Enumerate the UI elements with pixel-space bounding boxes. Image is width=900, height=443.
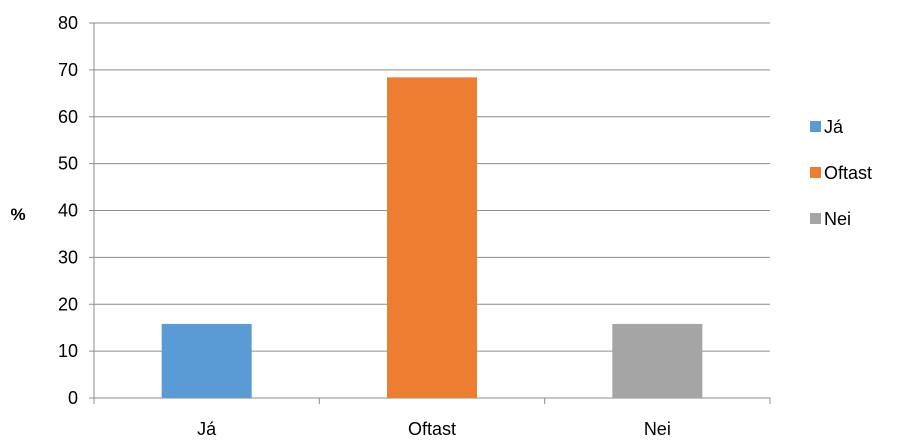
y-tick-label: 40 bbox=[58, 201, 78, 221]
y-tick-label: 50 bbox=[58, 154, 78, 174]
y-tick-label: 60 bbox=[58, 107, 78, 127]
y-tick-label: 70 bbox=[58, 60, 78, 80]
bar-já bbox=[161, 323, 252, 398]
bar-nei bbox=[612, 323, 703, 398]
y-tick-label: 0 bbox=[68, 388, 78, 408]
y-tick-label: 20 bbox=[58, 294, 78, 314]
legend: Já Oftast Nei bbox=[810, 117, 872, 229]
y-tick-labels: 0 10 20 30 40 50 60 70 80 bbox=[58, 13, 78, 408]
legend-swatch bbox=[810, 167, 821, 178]
y-tick-label: 80 bbox=[58, 13, 78, 33]
x-tick-labels: Já Oftast Nei bbox=[197, 419, 671, 439]
bars bbox=[161, 77, 703, 398]
bar-oftast bbox=[387, 77, 477, 398]
y-tick-label: 10 bbox=[58, 341, 78, 361]
y-axis-title: % bbox=[10, 205, 25, 224]
legend-label: Já bbox=[824, 117, 844, 137]
legend-swatch bbox=[810, 121, 821, 132]
x-tick-label: Nei bbox=[644, 419, 671, 439]
legend-label: Nei bbox=[824, 209, 851, 229]
y-tick-label: 30 bbox=[58, 247, 78, 267]
x-tick-label: Oftast bbox=[408, 419, 456, 439]
legend-swatch bbox=[810, 213, 821, 224]
x-tick-label: Já bbox=[197, 419, 217, 439]
legend-label: Oftast bbox=[824, 163, 872, 183]
